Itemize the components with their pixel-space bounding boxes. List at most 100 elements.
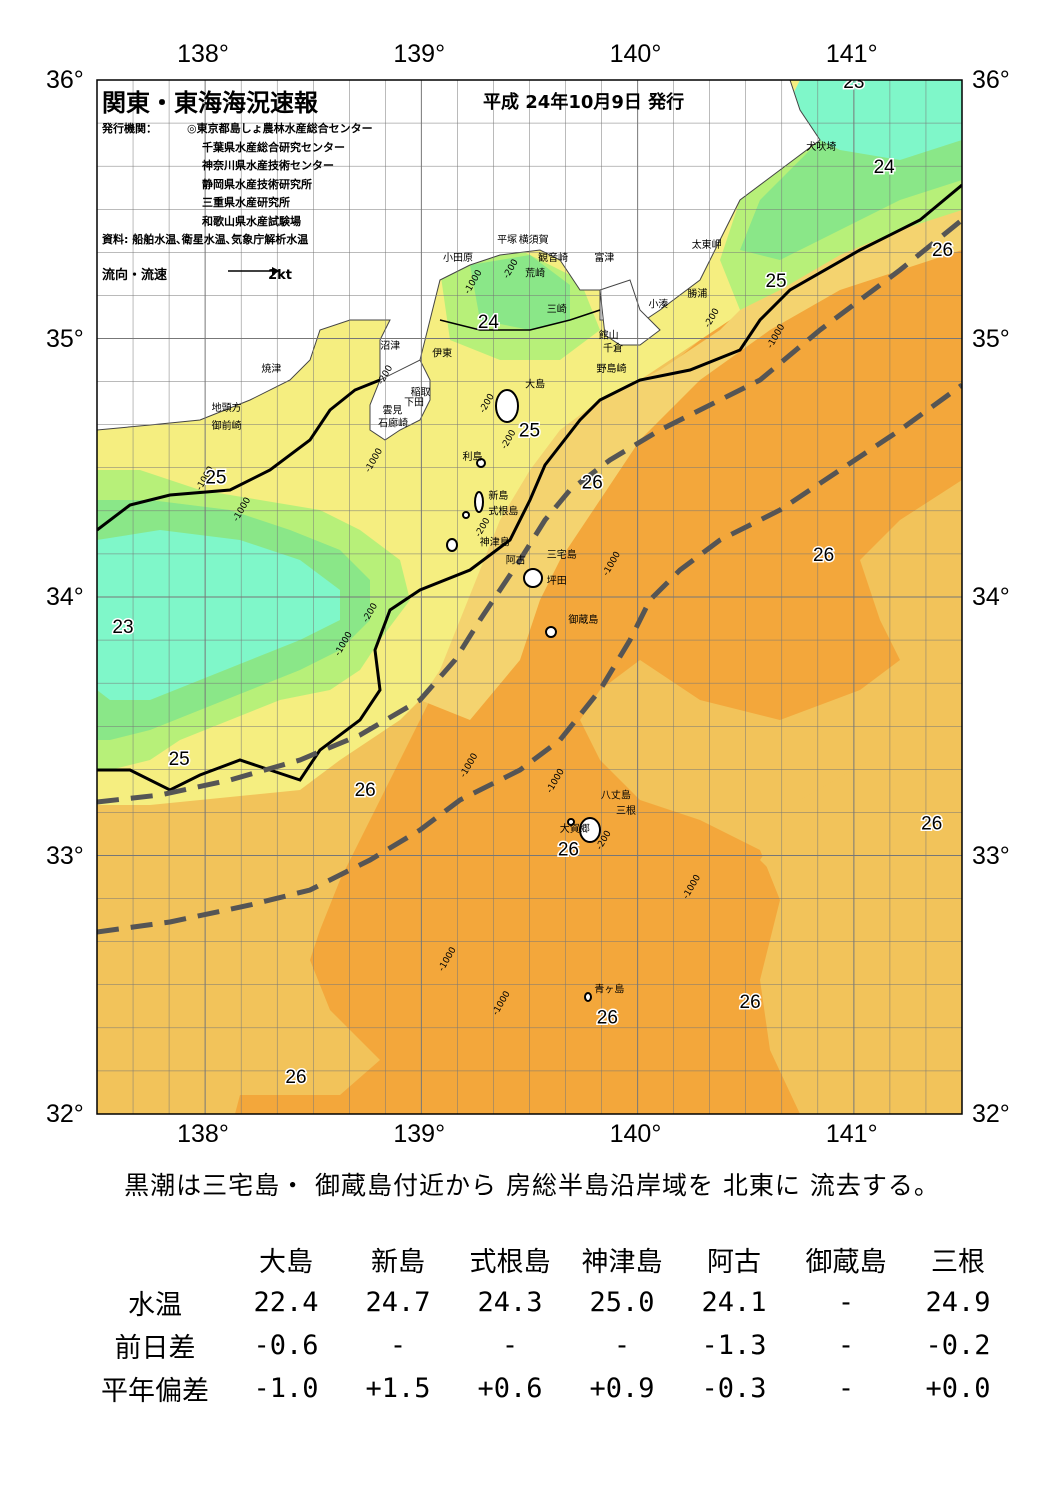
lat-label-left: 35°	[46, 324, 84, 353]
table-cell: -	[613, 1330, 631, 1361]
table-row-label: 平年偏差	[101, 1376, 209, 1407]
table-cell: 24.9	[925, 1287, 991, 1318]
isotherm-label: 24	[478, 312, 500, 333]
isotherm-label: 25	[205, 467, 226, 488]
table-header-row: 大島 新島 式根島 神津島 阿古 御蔵島 三根	[80, 1238, 1014, 1281]
water-23-west	[97, 530, 340, 700]
table-column-header: 御蔵島	[805, 1247, 887, 1278]
table-column-header: 阿古	[707, 1247, 761, 1278]
table-cell: +1.5	[365, 1373, 431, 1404]
table-column-header: 式根島	[469, 1247, 551, 1278]
island-niijima	[474, 491, 484, 513]
isotherm-label: 26	[558, 840, 579, 861]
map-border	[96, 79, 963, 1115]
place-label: 大島	[525, 378, 545, 391]
table-cell: 24.1	[701, 1287, 767, 1318]
table-column-header: 新島	[371, 1247, 425, 1278]
isotherm-label: 25	[169, 749, 190, 770]
island-hachijojima	[579, 817, 601, 843]
table-cell: -	[389, 1330, 407, 1361]
place-label: 観音崎	[538, 251, 568, 264]
place-label: 雲見	[382, 404, 402, 416]
table-cell: -0.2	[925, 1330, 991, 1361]
isotherm-label: 24	[874, 157, 896, 178]
table-cell: -0.3	[701, 1373, 767, 1404]
data-source: 資料: 船舶水温､衛星水温､気象庁解析水温	[102, 233, 309, 246]
place-label: 三宅島	[547, 548, 577, 561]
lat-label-right: 36°	[972, 66, 1010, 94]
island-oshima	[495, 389, 519, 423]
islands	[446, 389, 601, 1002]
place-label: 阿古	[506, 553, 526, 566]
island-mikurajima	[545, 626, 557, 638]
table-cell: 25.0	[589, 1287, 655, 1318]
land-boso	[599, 279, 661, 346]
table-cell: +0.0	[925, 1373, 991, 1404]
issuer-2: 神奈川県水産技術センター	[202, 159, 334, 172]
observation-table: 大島 新島 式根島 神津島 阿古 御蔵島 三根 水温 22.4 24.7 24.3 25.0 24.1…	[80, 1238, 1014, 1410]
isotherm-label: 23	[843, 72, 864, 93]
island-aogashima	[584, 992, 592, 1002]
island-hachijo-kojima	[567, 818, 575, 826]
place-label: 三根	[616, 804, 636, 817]
isotherm-label: 26	[921, 814, 942, 835]
table-cell: -	[837, 1373, 855, 1404]
place-label: 勝浦	[687, 287, 707, 300]
place-label: 沼津	[380, 339, 400, 352]
place-label: 横須賀	[519, 233, 549, 246]
table-row: 平年偏差 -1.0 +1.5 +0.6 +0.9 -0.3 - +0.0	[80, 1367, 1014, 1410]
place-label: 式根島	[488, 504, 518, 517]
isotherm-label: 25	[519, 421, 540, 442]
water-24b-sagami	[470, 255, 570, 330]
map-canvas: -200-1000-200-1000-200-200-200-1000-1000…	[96, 72, 963, 1115]
isotherm-25-main	[97, 183, 962, 792]
table-cell: -	[501, 1330, 519, 1361]
table-cell: +0.9	[589, 1373, 655, 1404]
water-23-ne	[790, 80, 962, 160]
place-label: 平塚	[497, 234, 517, 246]
isotherm-label: 23	[112, 617, 133, 638]
isotherm-label: 26	[285, 1067, 306, 1088]
issuer-label: 発行機関：	[102, 122, 157, 135]
place-label: 神津島	[480, 535, 510, 548]
table-cell: 22.4	[253, 1287, 319, 1318]
land-honshu	[97, 80, 821, 431]
island-kozushima	[446, 538, 458, 552]
lon-label-top: 140°	[609, 40, 662, 68]
isotherm-24-sagami	[439, 309, 601, 331]
flow-scale-arrowhead	[272, 267, 280, 275]
place-label: 大賀郷	[560, 822, 590, 835]
table-cell: -	[837, 1330, 855, 1361]
lat-label-right: 34°	[972, 583, 1010, 611]
place-label: 石廊崎	[378, 416, 408, 429]
isotherm-25-north	[97, 378, 381, 532]
table-cell: -0.6	[253, 1330, 319, 1361]
table-cell: +0.6	[477, 1373, 543, 1404]
lat-label-right: 35°	[972, 324, 1010, 353]
table-row: 前日差 -0.6 - - - -1.3 - -0.2	[80, 1324, 1014, 1367]
lat-label-left: 34°	[46, 583, 84, 611]
place-label: 地頭方	[212, 401, 242, 414]
map-title: 関東・東海海況速報	[102, 89, 318, 117]
island-miyakejima	[523, 568, 543, 588]
summary-text: 黒潮は三宅島・ 御蔵島付近から 房総半島沿岸域を 北東に 流去する。	[124, 1171, 940, 1200]
issuer-0: ◎東京都島しょ農林水産総合センター	[187, 122, 373, 135]
lon-label-bottom: 138°	[177, 1120, 229, 1148]
place-label: 焼津	[261, 363, 281, 375]
isotherm-label: 26	[582, 472, 603, 493]
table-cell: -1.0	[253, 1373, 319, 1404]
table-column-header: 神津島	[581, 1247, 663, 1278]
island-shikinejima	[462, 511, 470, 519]
lat-lon-grid	[97, 80, 962, 1114]
table-column-header: 三根	[931, 1247, 985, 1278]
issuer-1: 千葉県水産総合研究センター	[202, 140, 345, 154]
lon-label-top: 139°	[393, 40, 446, 68]
lat-label-right: 32°	[972, 1100, 1010, 1128]
table-row: 水温 22.4 24.7 24.3 25.0 24.1 - 24.9	[80, 1281, 1014, 1324]
sst-map: -200 -1000 -200 -1000 -200 -200 -200 -1000 -1000…	[46, 40, 1010, 1148]
land-izu	[369, 359, 431, 441]
flow-label: 流向・流速	[102, 268, 168, 283]
place-label: 御蔵島	[568, 613, 598, 626]
place-label: 犬吠埼	[806, 140, 836, 153]
flow-scale-label: 2kt	[268, 268, 292, 283]
